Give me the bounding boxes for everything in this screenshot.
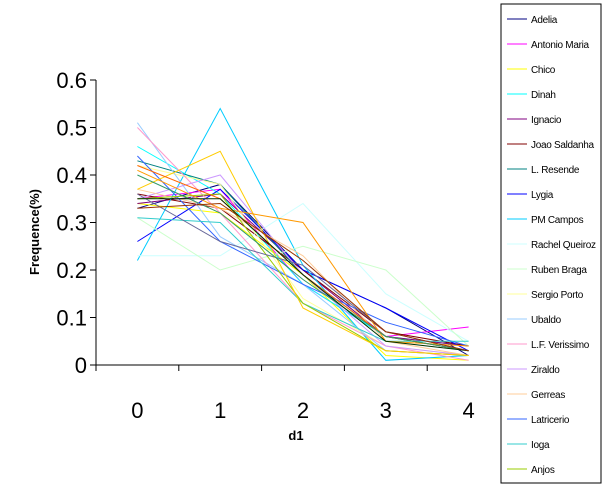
legend-label: Antonio Maria <box>531 40 590 51</box>
legend-label: L.F. Verissimo <box>531 340 590 351</box>
y-tick-label: 0.1 <box>56 306 87 331</box>
legend-label: Gerreas <box>531 390 565 401</box>
x-tick-label: 1 <box>214 398 226 423</box>
x-tick-label: 0 <box>131 398 143 423</box>
series-line <box>137 217 469 347</box>
legend-label: Ubaldo <box>531 315 562 326</box>
legend-label: Ioga <box>531 440 550 451</box>
legend-label: Ruben Braga <box>531 265 587 276</box>
series-line <box>137 198 469 352</box>
legend-label: Latricerio <box>531 415 570 426</box>
series-line <box>137 202 469 352</box>
series-line <box>137 202 469 342</box>
series-line <box>136 107 469 361</box>
y-tick-label: 0.3 <box>56 211 87 236</box>
series-line <box>137 188 469 338</box>
legend-label: Chico <box>531 65 556 76</box>
legend: Adelia Antonio Maria Chico Dinah Ignacio Joao… <box>500 3 602 484</box>
series-line <box>137 169 469 347</box>
legend-label: PM Campos <box>531 215 584 226</box>
x-tick-label: 2 <box>297 398 309 423</box>
series-line <box>137 174 469 352</box>
plot-area: 0 0.1 0.2 0.3 0.4 0.5 0.6 0 1 2 3 4 <box>56 68 511 423</box>
legend-label: Ziraldo <box>531 365 560 376</box>
y-ticks: 0 0.1 0.2 0.3 0.4 0.5 0.6 <box>56 68 96 378</box>
x-tick-label: 3 <box>380 398 392 423</box>
legend-label: Dinah <box>531 90 556 101</box>
series-line <box>136 122 469 356</box>
legend-items: Adelia Antonio Maria Chico Dinah Ignacio Joao… <box>507 15 596 476</box>
legend-label: Lygia <box>531 190 554 201</box>
y-tick-label: 0.5 <box>56 116 87 141</box>
legend-label: Rachel Queiroz <box>531 240 596 251</box>
legend-label: Sergio Porto <box>531 290 584 301</box>
series-line <box>137 188 469 356</box>
y-tick-label: 0 <box>75 353 87 378</box>
series-line <box>137 155 469 347</box>
legend-label: Joao Saldanha <box>531 140 595 151</box>
y-axis-title: Frequence(%) <box>27 189 42 275</box>
series-lines <box>136 107 469 361</box>
x-tick-label: 4 <box>462 398 474 423</box>
legend-label: L. Resende <box>531 165 580 176</box>
y-tick-label: 0.4 <box>56 163 87 188</box>
series-line <box>137 203 469 361</box>
legend-label: Ignacio <box>531 115 562 126</box>
x-axis-title: d1 <box>288 428 303 443</box>
x-ticks: 0 1 2 3 4 <box>95 365 511 423</box>
y-tick-label: 0.2 <box>56 258 87 283</box>
legend-label: Adelia <box>531 15 558 26</box>
series-line <box>137 188 469 352</box>
legend-label: Anjos <box>531 465 555 476</box>
series-line <box>137 150 469 356</box>
y-tick-label: 0.6 <box>56 68 87 93</box>
